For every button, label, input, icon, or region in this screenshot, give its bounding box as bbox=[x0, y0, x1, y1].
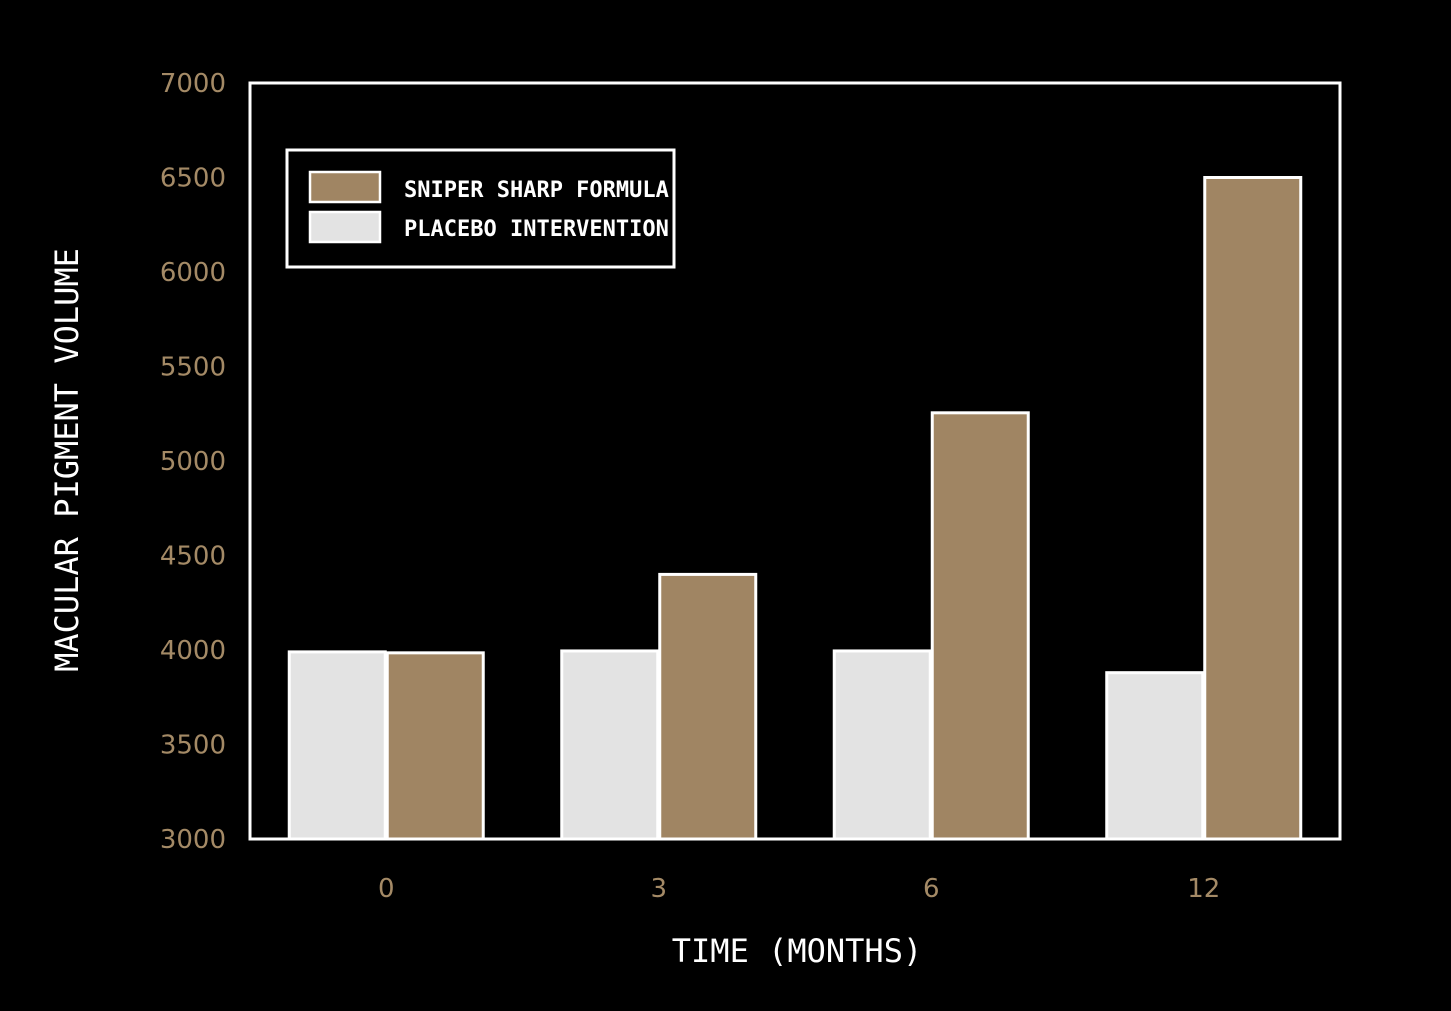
bar-sniper-sharp-12 bbox=[1203, 176, 1303, 841]
legend-box bbox=[285, 148, 676, 269]
legend-swatch-sniper-sharp bbox=[308, 170, 382, 204]
bar-sniper-sharp-0 bbox=[385, 651, 485, 841]
legend-label-sniper-sharp: SNIPER SHARP FORMULA bbox=[404, 178, 669, 203]
y-axis-title: MACULAR PIGMENT VOLUME bbox=[48, 248, 86, 672]
legend-label-placebo: PLACEBO INTERVENTION bbox=[404, 217, 669, 242]
bar-sniper-sharp-3 bbox=[658, 572, 758, 841]
legend-swatch-placebo bbox=[308, 210, 382, 244]
y-tick-label: 4000 bbox=[160, 636, 226, 666]
bar-placebo-6 bbox=[832, 649, 932, 841]
y-tick-label: 5000 bbox=[160, 447, 226, 477]
legend: SNIPER SHARP FORMULA PLACEBO INTERVENTIO… bbox=[285, 148, 676, 269]
bar-placebo-12 bbox=[1105, 671, 1205, 841]
plot-frame bbox=[248, 81, 1342, 841]
bar-placebo-3 bbox=[560, 649, 660, 841]
y-tick-label: 4500 bbox=[160, 542, 226, 572]
x-tick-label: 12 bbox=[1187, 874, 1220, 904]
x-tick-label: 6 bbox=[923, 874, 940, 904]
x-axis-title: TIME (MONTHS) bbox=[672, 932, 922, 970]
y-tick-label: 6500 bbox=[160, 164, 226, 194]
y-tick-label: 6000 bbox=[160, 258, 226, 288]
bar-placebo-0 bbox=[287, 650, 387, 841]
x-axis-ticks: 0 3 6 12 bbox=[378, 874, 1220, 904]
y-tick-label: 5500 bbox=[160, 353, 226, 383]
y-tick-label: 3500 bbox=[160, 731, 226, 761]
y-tick-label: 3000 bbox=[160, 825, 226, 855]
x-tick-label: 3 bbox=[650, 874, 667, 904]
y-axis-ticks: 3000 3500 4000 4500 5000 5500 6000 6500 7000 bbox=[160, 69, 226, 855]
bar-sniper-sharp-6 bbox=[930, 411, 1030, 841]
y-tick-label: 7000 bbox=[160, 69, 226, 99]
x-tick-label: 0 bbox=[378, 874, 395, 904]
bars-layer bbox=[287, 176, 1303, 841]
